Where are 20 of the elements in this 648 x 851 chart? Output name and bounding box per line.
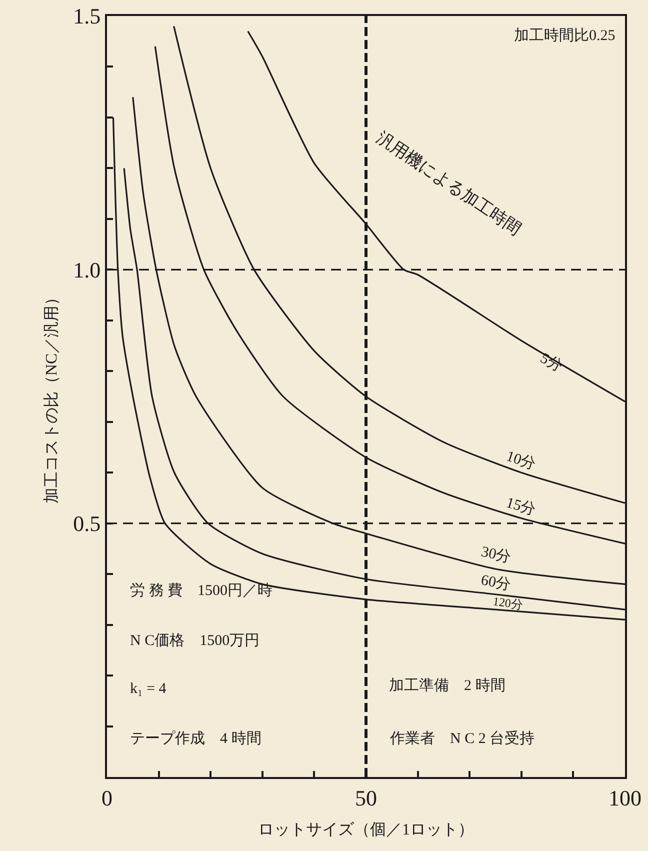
annotation: 汎用機による加工時間 [373, 128, 525, 239]
text: 60分 [480, 572, 512, 594]
annotation: k₁ = 4 [130, 681, 167, 697]
y-axis-title: 加工コストの比（NC／汎用） [42, 289, 60, 504]
text: 15分 [504, 494, 538, 519]
x-tick-label: 100 [608, 785, 642, 810]
y-tick-label: 0.5 [73, 511, 101, 536]
annotation: テープ作成 4 時間 [130, 730, 262, 747]
text: 10分 [504, 448, 538, 474]
annotation: N C価格 1500万円 [130, 632, 260, 649]
x-tick-label: 50 [355, 785, 377, 810]
annotation: 加工準備 2 時間 [389, 677, 506, 694]
text: 30分 [480, 543, 513, 566]
x-axis-title: ロットサイズ（個／1ロット） [258, 822, 474, 839]
annotation: 加工時間比0.25 [514, 27, 616, 44]
annotation: 作業者 N C 2 台受持 [389, 730, 535, 747]
text: 120分 [492, 594, 524, 612]
y-tick-label: 1.0 [73, 257, 101, 282]
x-tick-label: 0 [102, 785, 112, 810]
y-tick-label: 1.5 [73, 4, 101, 29]
